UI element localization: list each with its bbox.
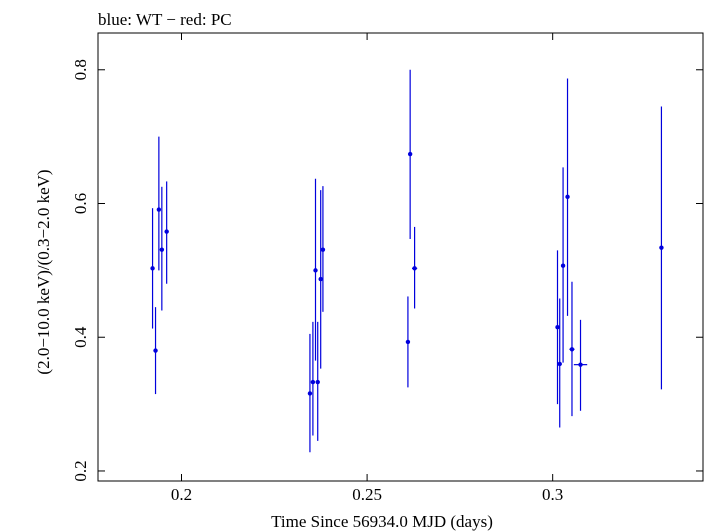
- chart-title: blue: WT − red: PC: [98, 10, 232, 29]
- data-point: [159, 186, 165, 311]
- data-point: [569, 281, 575, 417]
- data-point: [557, 298, 562, 428]
- point-marker: [164, 229, 169, 234]
- point-marker: [569, 347, 575, 352]
- data-point: [315, 321, 320, 441]
- data-point: [405, 296, 411, 388]
- point-marker: [320, 247, 326, 252]
- point-marker: [555, 325, 560, 330]
- point-marker: [315, 379, 320, 385]
- point-marker: [565, 194, 570, 200]
- point-marker: [313, 268, 318, 273]
- point-marker: [578, 362, 583, 367]
- x-tick-label: 0.2: [171, 485, 192, 504]
- axis-tick-labels: 0.2 0.25 0.3 0.2 0.4 0.6 0.8: [71, 59, 563, 504]
- point-marker: [407, 151, 413, 157]
- point-marker: [153, 348, 158, 353]
- point-marker: [318, 276, 323, 282]
- point-marker: [156, 207, 162, 212]
- data-point: [412, 226, 418, 309]
- data-point: [560, 167, 566, 363]
- plot-frame: [97, 32, 704, 482]
- point-marker: [405, 339, 411, 345]
- data-point: [313, 178, 318, 361]
- data-point: [310, 321, 316, 436]
- data-point: [573, 319, 588, 411]
- axis-ticks: [98, 33, 703, 481]
- data-point: [565, 78, 570, 316]
- x-tick-label: 0.3: [542, 485, 563, 504]
- y-tick-label: 0.4: [71, 326, 90, 348]
- point-marker: [150, 266, 155, 271]
- data-point: [407, 69, 413, 239]
- y-tick-label: 0.6: [71, 193, 90, 214]
- y-tick-label: 0.8: [71, 59, 90, 80]
- data-point: [320, 186, 326, 312]
- data-points: [150, 69, 664, 453]
- data-point: [318, 190, 323, 369]
- data-point: [150, 208, 155, 329]
- data-point: [307, 333, 313, 453]
- point-marker: [659, 245, 664, 250]
- data-point: [156, 136, 162, 271]
- data-point: [555, 250, 560, 405]
- point-marker: [560, 263, 566, 268]
- point-marker: [307, 391, 313, 396]
- data-point: [659, 106, 664, 390]
- point-marker: [557, 361, 562, 367]
- point-marker: [412, 266, 417, 271]
- y-axis-label: (2.0−10.0 keV)/(0.3−2.0 keV): [34, 169, 53, 374]
- data-point: [153, 307, 158, 395]
- y-tick-label: 0.2: [71, 460, 90, 481]
- x-axis-label: Time Since 56934.0 MJD (days): [271, 512, 493, 531]
- x-tick-label: 0.25: [352, 485, 382, 504]
- point-marker: [310, 379, 316, 385]
- data-point: [164, 181, 169, 284]
- point-marker: [159, 247, 165, 252]
